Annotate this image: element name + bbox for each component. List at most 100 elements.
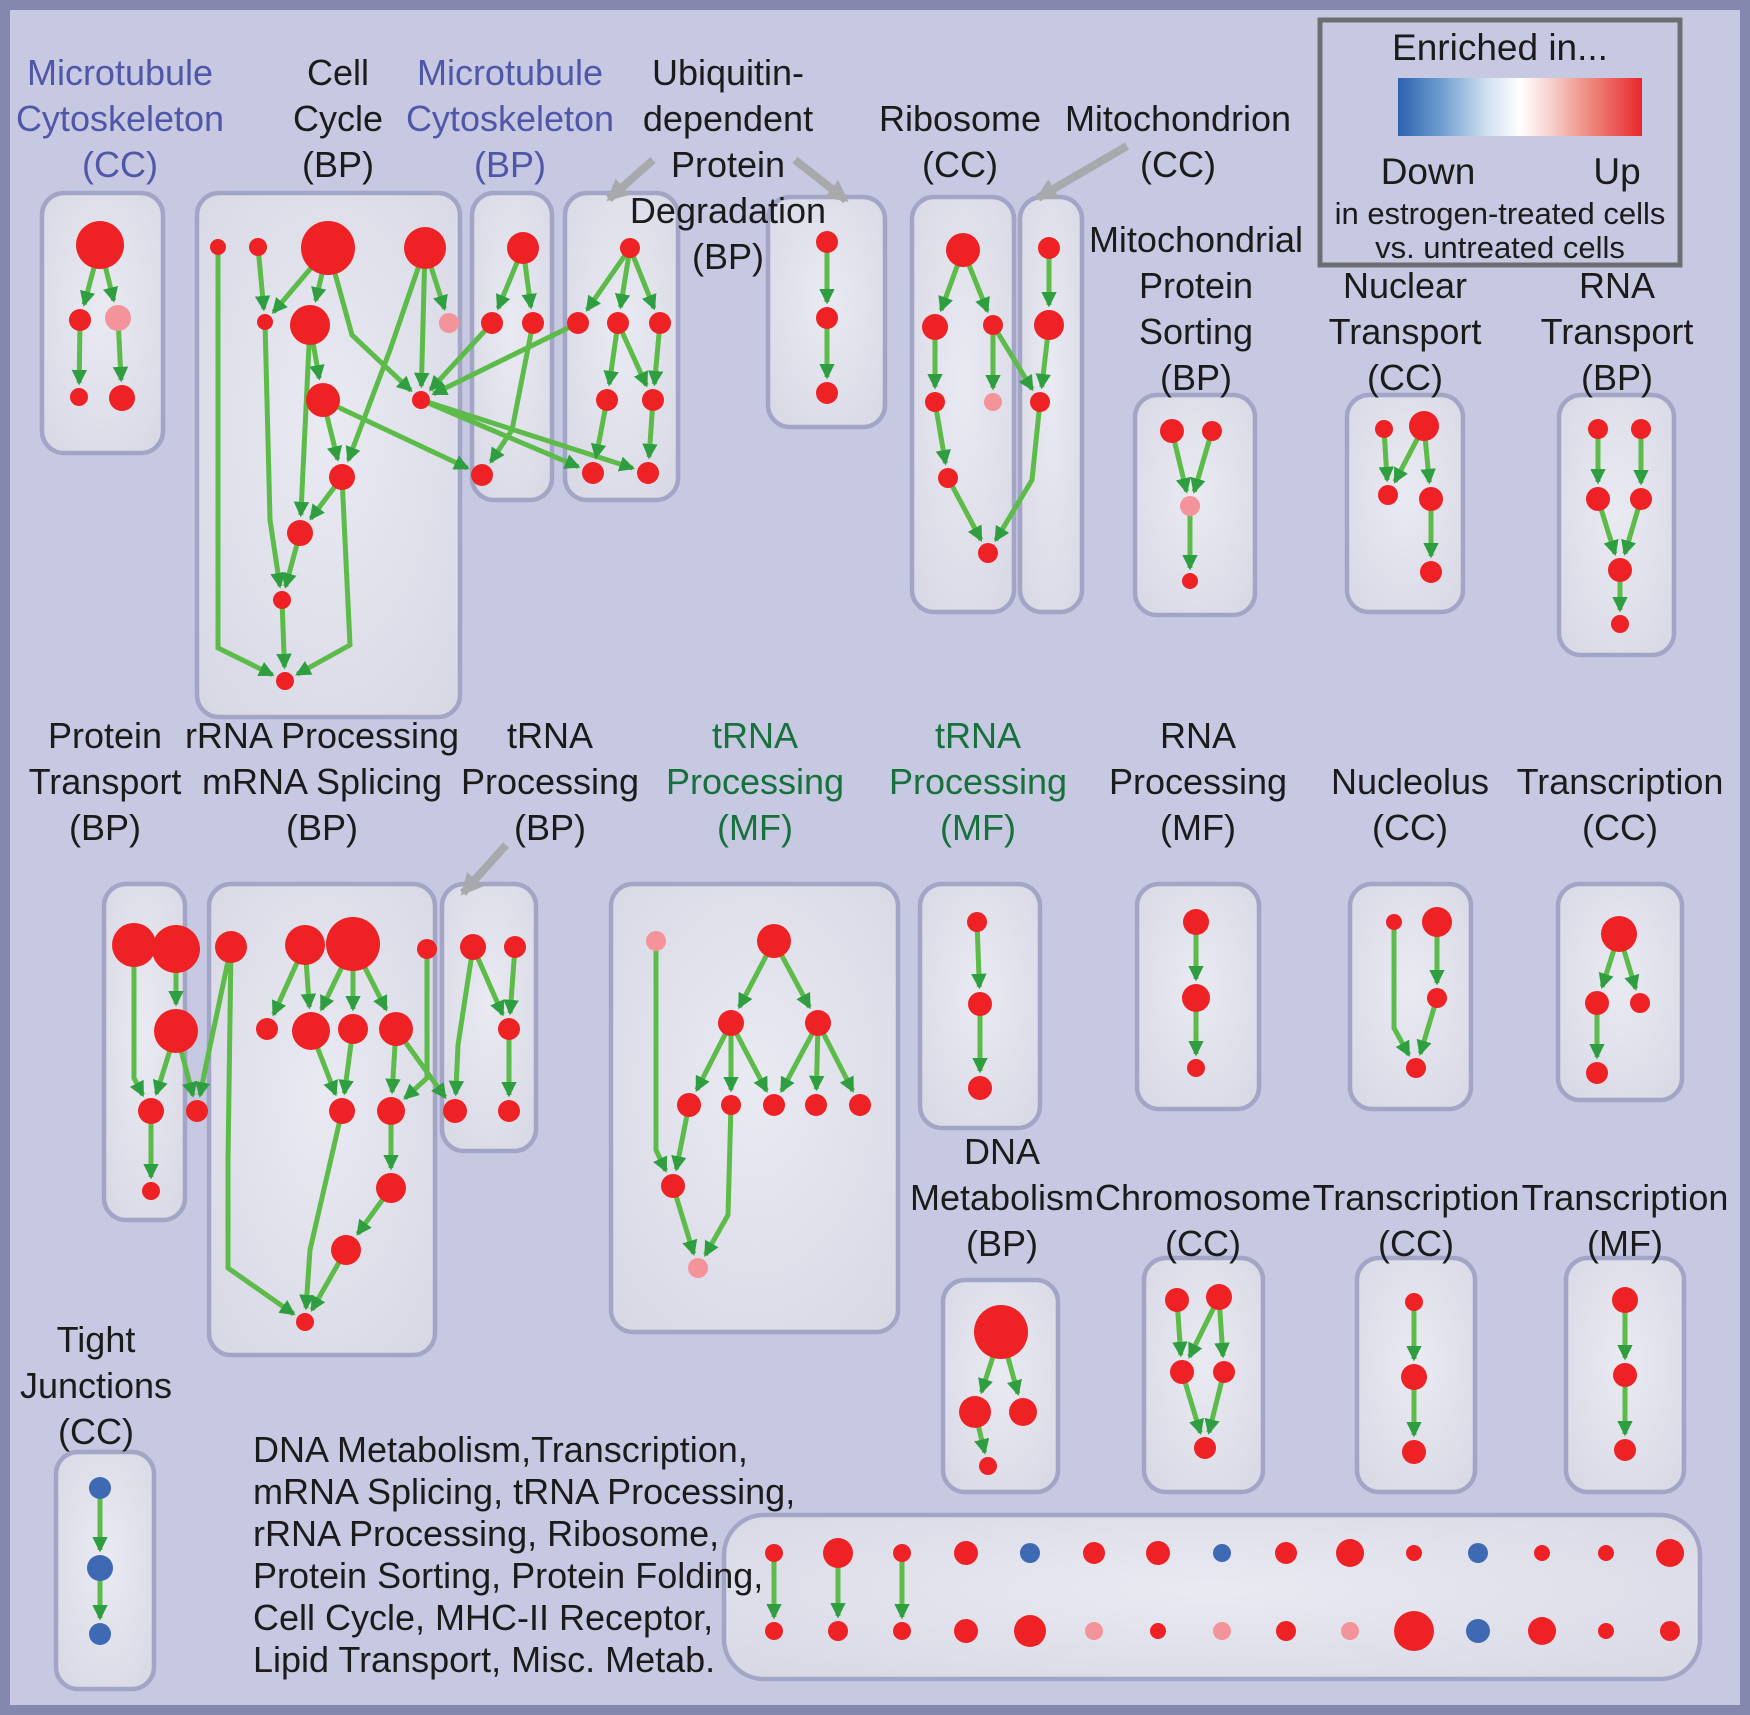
go-term-node-m5	[109, 385, 135, 411]
go-term-node-bb8	[1276, 1621, 1296, 1641]
go-term-node-r6	[292, 1012, 330, 1050]
cluster-label-line: Processing	[461, 761, 639, 802]
go-term-node-j1	[1386, 914, 1402, 930]
go-term-node-y3	[498, 1018, 520, 1040]
go-term-node-bt2	[893, 1544, 911, 1562]
cluster-label-line: Transcription	[1517, 761, 1724, 802]
go-box-rna-transport-bp	[1556, 392, 1677, 658]
legend-up-label: Up	[1593, 151, 1640, 192]
cluster-label-line: (BP)	[966, 1223, 1038, 1264]
cluster-label-line: tRNA	[712, 715, 798, 756]
go-term-node-r9	[329, 1098, 355, 1124]
edge-c2-c5	[254, 246, 271, 312]
go-term-node-c8	[306, 383, 340, 417]
cluster-label-line: RNA	[1579, 265, 1655, 306]
go-term-node-bt14	[1656, 1539, 1684, 1567]
go-term-node-bb2	[893, 1622, 911, 1640]
go-term-node-q2	[922, 314, 948, 340]
edge-c6-c11	[293, 324, 313, 518]
edge-y1-y4	[448, 946, 476, 1097]
go-term-node-z3	[89, 1623, 111, 1645]
go-term-node-x2	[1613, 1363, 1637, 1387]
cluster-label-line: (CC)	[58, 1411, 134, 1452]
go-term-node-q6	[938, 468, 958, 488]
annotation-arrow-0	[606, 157, 656, 202]
edge-c9-u7	[420, 397, 581, 470]
cluster-label-line: (BP)	[286, 807, 358, 848]
legend-note-2: vs. untreated cells	[1375, 230, 1625, 265]
cluster-label-line: tRNA	[507, 715, 593, 756]
edge-c3-c9	[325, 247, 413, 393]
cluster-label-line: Transport	[1541, 311, 1694, 352]
go-term-node-g8	[805, 1094, 827, 1116]
go-term-node-c6	[290, 305, 330, 345]
go-term-node-e5	[1194, 1437, 1216, 1459]
cluster-label-line: Transcription	[1522, 1177, 1729, 1218]
go-term-node-c10	[329, 464, 355, 490]
edge-h1-h2	[971, 921, 987, 990]
go-term-node-y1	[460, 934, 486, 960]
go-term-node-u3	[607, 312, 629, 334]
go-term-node-r7	[338, 1014, 368, 1044]
edge-r1-p5	[194, 946, 234, 1098]
cluster-label-line: rRNA Processing	[185, 715, 459, 756]
go-term-node-bt12	[1534, 1545, 1550, 1561]
cluster-label-line: Cytoskeleton	[406, 98, 614, 139]
go-term-node-g2	[757, 924, 791, 958]
go-term-node-t5	[1608, 558, 1632, 582]
go-term-node-r5	[256, 1018, 278, 1040]
cluster-label-line: Protein	[1139, 265, 1253, 306]
go-term-node-p1	[112, 923, 156, 967]
go-term-node-m1	[76, 221, 124, 269]
go-term-node-n5	[1420, 561, 1442, 583]
cluster-label-line: Processing	[1109, 761, 1287, 802]
go-term-node-q5	[984, 393, 1002, 411]
go-term-node-u8	[637, 462, 659, 484]
edge-r4-r10	[403, 949, 430, 1101]
go-term-node-f1	[1405, 1293, 1423, 1311]
go-term-node-bb3	[954, 1619, 978, 1643]
go-term-node-t3	[1586, 487, 1610, 511]
cluster-label-line: (BP)	[692, 236, 764, 277]
go-term-node-u7	[582, 462, 604, 484]
edge-q3-w3	[990, 323, 1035, 392]
go-term-node-c3	[301, 221, 355, 275]
edge-u2-c9	[431, 320, 580, 397]
go-term-node-bb5	[1085, 1622, 1103, 1640]
go-term-node-r11	[376, 1173, 406, 1203]
cluster-label-line: (MF)	[1160, 807, 1236, 848]
go-term-node-r8	[379, 1012, 413, 1046]
go-term-node-bt13	[1598, 1545, 1614, 1561]
go-term-node-g10	[661, 1174, 685, 1198]
go-term-node-t2	[1631, 419, 1651, 439]
go-term-node-b3	[522, 312, 544, 334]
go-term-node-k3	[1630, 993, 1650, 1013]
go-term-node-i3	[1187, 1059, 1205, 1077]
cluster-label-line: Protein	[48, 715, 162, 756]
cluster-label-line: (BP)	[69, 807, 141, 848]
legend-box	[1317, 17, 1683, 268]
go-term-node-b4	[471, 464, 493, 486]
edge-b2-c9	[428, 321, 494, 392]
go-term-node-r12	[331, 1235, 361, 1265]
annotation-arrow-1	[792, 156, 849, 204]
edge-g1-g10	[653, 941, 669, 1173]
cluster-label-line: Mitochondrial	[1089, 219, 1303, 260]
go-term-node-t1	[1588, 419, 1608, 439]
go-term-node-s1	[1160, 419, 1184, 443]
go-term-node-x3	[1614, 1439, 1636, 1461]
cluster-label-line: Cell	[307, 52, 369, 93]
go-term-node-s2	[1202, 421, 1222, 441]
go-term-node-e4	[1213, 1361, 1235, 1383]
annotation-arrow-2	[1035, 142, 1130, 202]
cluster-label-line: Cytoskeleton	[16, 98, 224, 139]
cluster-label-line: (BP)	[302, 144, 374, 185]
go-term-node-u1	[620, 238, 640, 258]
cluster-label-line: (MF)	[1587, 1223, 1663, 1264]
cluster-label-line: Transcription	[1313, 1177, 1520, 1218]
go-term-node-u4	[649, 312, 671, 334]
go-term-node-j2	[1422, 907, 1452, 937]
go-term-node-bb10	[1394, 1611, 1434, 1651]
legend-gradient-bar	[1398, 78, 1642, 136]
